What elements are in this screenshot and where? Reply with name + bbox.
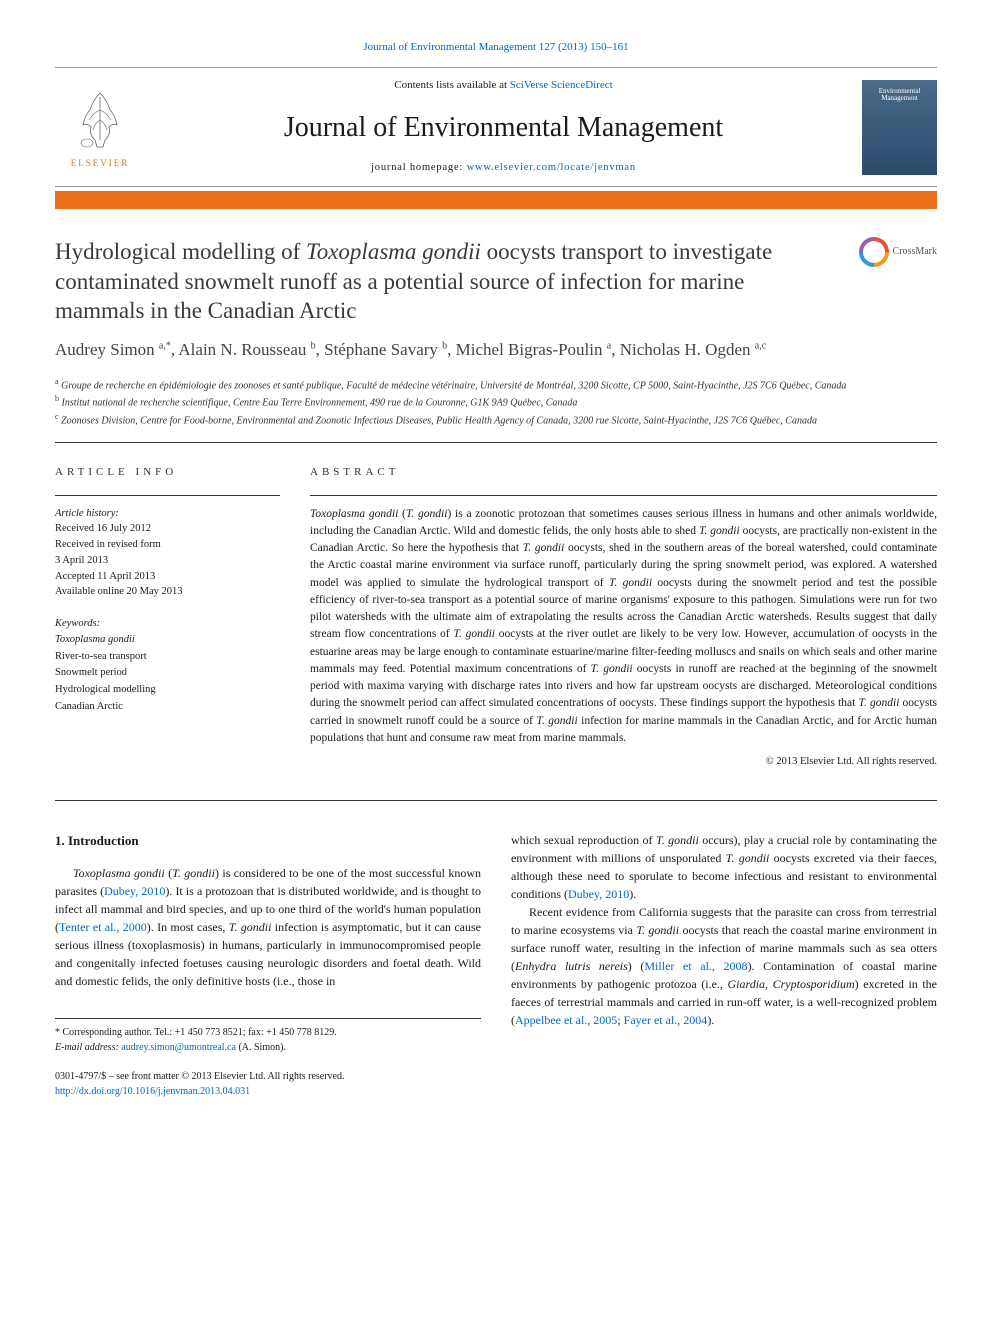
affiliation-line: c Zoonoses Division, Centre for Food-bor…: [55, 411, 937, 428]
title-pre: Hydrological modelling of: [55, 239, 306, 264]
page-container: Journal of Environmental Management 127 …: [0, 0, 992, 1139]
keyword: Snowmelt period: [55, 665, 280, 682]
keyword: Hydrological modelling: [55, 682, 280, 699]
crossmark-label: CrossMark: [893, 245, 937, 259]
crossmark-icon: [859, 237, 889, 267]
top-citation: Journal of Environmental Management 127 …: [55, 40, 937, 55]
history-line: Accepted 11 April 2013: [55, 569, 280, 585]
info-abstract-row: ARTICLE INFO Article history: Received 1…: [55, 465, 937, 770]
corresponding-block: * Corresponding author. Tel.: +1 450 773…: [55, 1018, 481, 1055]
contents-prefix: Contents lists available at: [394, 79, 509, 91]
intro-p2: which sexual reproduction of T. gondii o…: [511, 831, 937, 903]
doi-link[interactable]: http://dx.doi.org/10.1016/j.jenvman.2013…: [55, 1086, 250, 1097]
abstract-column: ABSTRACT Toxoplasma gondii (T. gondii) i…: [310, 465, 937, 770]
keyword: Canadian Arctic: [55, 699, 280, 716]
intro-p3: Recent evidence from California suggests…: [511, 903, 937, 1029]
history-line: Received 16 July 2012: [55, 521, 280, 537]
abstract-rule: [310, 495, 937, 496]
info-rule: [55, 495, 280, 496]
corresponding-line1: * Corresponding author. Tel.: +1 450 773…: [55, 1025, 481, 1040]
affiliations: a Groupe de recherche en épidémiologie d…: [55, 376, 937, 428]
keywords-block: Keywords: Toxoplasma gondiiRiver-to-sea …: [55, 616, 280, 716]
masthead-center: Contents lists available at SciVerse Sci…: [145, 78, 862, 175]
article-info-column: ARTICLE INFO Article history: Received 1…: [55, 465, 280, 770]
contents-line: Contents lists available at SciVerse Sci…: [145, 78, 862, 93]
corresponding-email-line: E-mail address: audrey.simon@umontreal.c…: [55, 1040, 481, 1055]
history-line: Received in revised form: [55, 537, 280, 553]
keyword: River-to-sea transport: [55, 649, 280, 666]
email-suffix: (A. Simon).: [236, 1042, 286, 1053]
keywords-list: Toxoplasma gondiiRiver-to-sea transportS…: [55, 632, 280, 716]
homepage-prefix: journal homepage:: [371, 162, 466, 173]
publisher-logo: ELSEVIER: [55, 85, 145, 170]
doi-block: 0301-4797/$ – see front matter © 2013 El…: [55, 1069, 481, 1099]
abstract-copyright: © 2013 Elsevier Ltd. All rights reserved…: [310, 755, 937, 770]
cover-label: Environmental Management: [862, 88, 937, 103]
authors: Audrey Simon a,*, Alain N. Rousseau b, S…: [55, 338, 937, 362]
sciencedirect-link[interactable]: SciVerse ScienceDirect: [510, 79, 613, 91]
title-species: Toxoplasma gondii: [306, 239, 481, 264]
body-columns: 1. Introduction Toxoplasma gondii (T. go…: [55, 831, 937, 1100]
affiliation-line: b Institut national de recherche scienti…: [55, 393, 937, 410]
abstract-text: Toxoplasma gondii (T. gondii) is a zoono…: [310, 506, 937, 748]
crossmark-badge[interactable]: CrossMark: [859, 237, 937, 267]
intro-p1: Toxoplasma gondii (T. gondii) is conside…: [55, 864, 481, 990]
abstract-head: ABSTRACT: [310, 465, 937, 480]
accent-bar: [55, 191, 937, 209]
affiliation-line: a Groupe de recherche en épidémiologie d…: [55, 376, 937, 393]
history-label: Article history:: [55, 506, 280, 522]
email-label: E-mail address:: [55, 1042, 121, 1053]
journal-name: Journal of Environmental Management: [145, 108, 862, 147]
journal-cover-thumbnail: Environmental Management: [862, 80, 937, 175]
masthead: ELSEVIER Contents lists available at Sci…: [55, 67, 937, 186]
rule-bottom: [55, 800, 937, 801]
title-block: Hydrological modelling of Toxoplasma gon…: [55, 237, 937, 327]
intro-head: 1. Introduction: [55, 831, 481, 851]
keywords-label: Keywords:: [55, 616, 280, 632]
article-history: Article history: Received 16 July 2012Re…: [55, 506, 280, 601]
article-title: Hydrological modelling of Toxoplasma gon…: [55, 237, 815, 327]
elsevier-tree-icon: [65, 85, 135, 155]
publisher-name: ELSEVIER: [71, 157, 130, 170]
rule-top: [55, 442, 937, 443]
history-line: 3 April 2013: [55, 553, 280, 569]
keyword: Toxoplasma gondii: [55, 632, 280, 649]
body-col-right: which sexual reproduction of T. gondii o…: [511, 831, 937, 1100]
body-col-left: 1. Introduction Toxoplasma gondii (T. go…: [55, 831, 481, 1100]
homepage-link[interactable]: www.elsevier.com/locate/jenvman: [467, 162, 636, 173]
article-info-head: ARTICLE INFO: [55, 465, 280, 480]
history-line: Available online 20 May 2013: [55, 584, 280, 600]
email-link[interactable]: audrey.simon@umontreal.ca: [121, 1042, 236, 1053]
top-citation-link[interactable]: Journal of Environmental Management 127 …: [363, 41, 628, 53]
front-matter-line: 0301-4797/$ – see front matter © 2013 El…: [55, 1069, 481, 1084]
homepage-line: journal homepage: www.elsevier.com/locat…: [145, 161, 862, 176]
